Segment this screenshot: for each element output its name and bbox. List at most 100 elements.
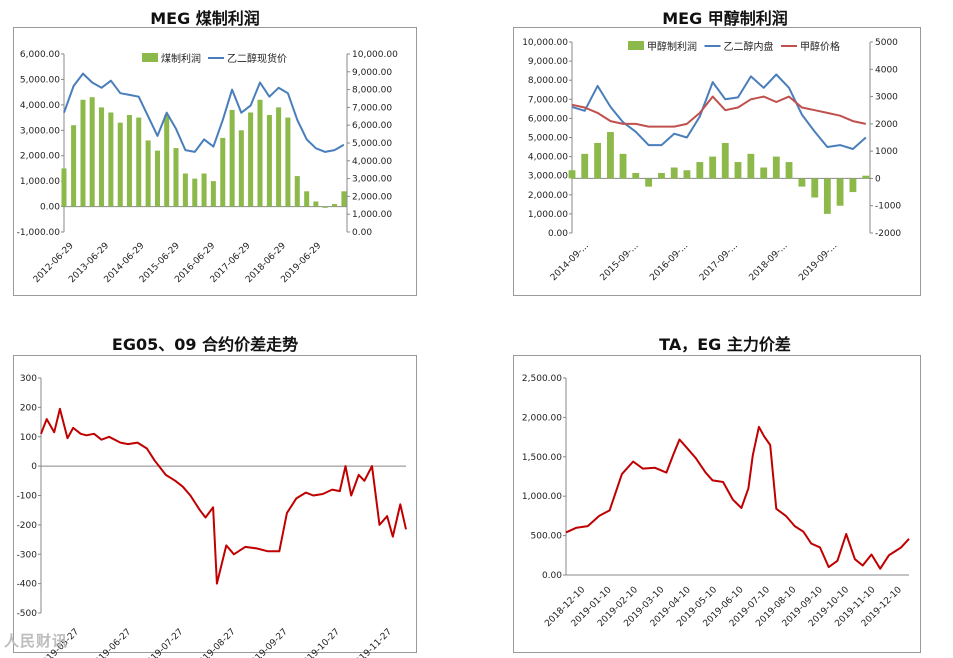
y-right-tick-label: 10,000.00: [352, 50, 398, 60]
bar-mark: [798, 178, 806, 187]
y-right-tick-label: 0: [875, 174, 881, 184]
x-tick-label: 2019-08-27: [194, 627, 238, 658]
y-tick-label: 0: [31, 462, 37, 472]
bar-mark: [276, 107, 282, 207]
bar-mark: [257, 99, 263, 207]
bar-mark: [238, 130, 244, 207]
bar-mark: [71, 125, 77, 207]
bar-mark: [594, 142, 602, 179]
bar-mark: [322, 206, 328, 208]
bar-mark: [80, 99, 86, 207]
y-tick-label: 5,000.00: [528, 134, 568, 144]
bar-mark: [607, 132, 614, 179]
watermark-logo: 人民财讯: [4, 632, 69, 650]
chart-2-svg: 10,000.00 9,000.00 8,000.00 7,000.00 6,000.0…: [522, 38, 901, 283]
y-right-tick-label: 6,000.00: [352, 121, 392, 131]
bar-mark: [155, 150, 161, 207]
bar-mark: [229, 109, 235, 207]
y-right-tick-label: 4000: [875, 65, 898, 75]
y-tick-label: -1,000.00: [17, 228, 61, 238]
series-line-2: [571, 73, 867, 150]
y-right-tick-label: -1000: [875, 202, 901, 212]
bar-mark: [164, 115, 170, 207]
y-right-tick-label: 9,000.00: [352, 68, 392, 78]
y-tick-label: 500.00: [531, 532, 563, 542]
bar-mark: [117, 122, 123, 207]
y-tick-label: 2,000.00: [528, 191, 568, 201]
y-right-tick-label: 1000: [875, 147, 898, 157]
y-right-tick-label: 5000: [875, 38, 898, 48]
bar-mark: [220, 137, 226, 207]
y-tick-label: 4,000.00: [528, 153, 568, 163]
y-right-tick-label: 7,000.00: [352, 103, 392, 113]
y-tick-label: 8,000.00: [528, 76, 568, 86]
legend-label: 乙二醇内盘: [724, 40, 774, 53]
y-tick-label: 6,000.00: [20, 50, 60, 60]
bar-mark: [266, 115, 272, 207]
chart-4-frame: 2,500.00 2,000.00 1,500.00 1,000.00 500.00 0.…: [513, 355, 921, 653]
legend-label: 乙二醇现货价: [227, 52, 287, 65]
y-right-tick-label: 0.00: [352, 228, 372, 238]
bar-mark: [568, 170, 576, 179]
y-tick-label: 3,000.00: [20, 126, 60, 136]
bar-mark: [581, 153, 589, 179]
bar-mark: [108, 112, 114, 207]
bar-mark: [248, 112, 254, 207]
bar-mark: [670, 167, 678, 179]
y-tick-label: 4,000.00: [20, 101, 60, 111]
chart-1-svg: 6,000.00 5,000.00 4,000.00 3,000.00 2,000.00…: [17, 50, 398, 285]
x-tick-label: 2019-09-...: [797, 241, 839, 283]
x-tick-label: 2014-09-...: [549, 241, 591, 283]
y-tick-label: 200: [20, 403, 37, 413]
y-tick-label: 1,000.00: [522, 492, 562, 502]
bar-mark: [683, 170, 691, 179]
legend-label: 煤制利润: [161, 52, 201, 65]
bar-mark: [849, 178, 857, 193]
chart-2-title: MEG 甲醇制利润: [662, 9, 788, 28]
chart-4-svg: 2,500.00 2,000.00 1,500.00 1,000.00 500.00 0.…: [522, 374, 910, 629]
bar-mark: [658, 172, 665, 179]
bar-mark: [772, 156, 780, 179]
bar-mark: [145, 140, 151, 207]
bar-mark: [98, 107, 104, 207]
y-tick-label: 5,000.00: [20, 75, 60, 85]
y-tick-label: 1,000.00: [528, 210, 568, 220]
bar-mark: [823, 178, 831, 214]
chart-3-title: EG05、09 合约价差走势: [111, 335, 299, 354]
bar-mark: [734, 162, 742, 179]
bar-mark: [182, 173, 188, 207]
y-right-tick-label: -2000: [875, 229, 901, 239]
y-tick-label: 0.00: [40, 203, 60, 213]
x-tick-label: 2019-07-27: [141, 627, 185, 658]
bar-mark: [341, 191, 347, 207]
bar-mark: [201, 173, 207, 207]
bar-mark: [173, 148, 179, 207]
bar-mark: [760, 167, 768, 179]
y-tick-label: 300: [20, 374, 37, 384]
y-tick-label: 2,000.00: [522, 413, 562, 423]
bar-mark: [332, 204, 338, 207]
x-tick-label: 2018-09-...: [748, 241, 790, 283]
y-right-tick-label: 2,000.00: [352, 192, 392, 202]
x-tick-label: 2016-09-...: [648, 241, 690, 283]
y-tick-label: 10,000.00: [522, 38, 568, 48]
bar-mark: [61, 168, 67, 207]
bar-mark: [811, 178, 819, 198]
y-right-tick-label: 5,000.00: [352, 139, 392, 149]
legend-label: 甲醇制利润: [647, 40, 697, 53]
y-right-tick-label: 3000: [875, 93, 898, 103]
chart-4-title: TA，EG 主力价差: [659, 335, 791, 354]
x-tick-label: 2019-10-27: [298, 627, 342, 658]
bar-mark: [785, 162, 793, 179]
x-tick-label: 2019-06-27: [89, 627, 133, 658]
bar-mark: [862, 175, 870, 179]
y-right-tick-label: 1,000.00: [352, 210, 392, 220]
bar-mark: [285, 117, 291, 207]
y-tick-label: 100: [20, 433, 37, 443]
bar-mark: [619, 153, 627, 179]
legend-swatch: [142, 53, 158, 62]
bar-mark: [136, 117, 142, 207]
chart-1-frame: 6,000.00 5,000.00 4,000.00 3,000.00 2,000.00…: [13, 27, 417, 296]
legend-label: 甲醇价格: [800, 40, 840, 53]
bar-mark: [192, 178, 198, 207]
